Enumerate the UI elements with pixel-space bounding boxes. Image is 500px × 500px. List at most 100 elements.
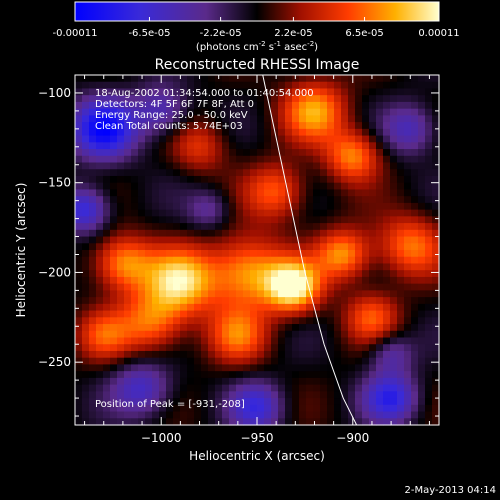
heatmap-cell <box>383 175 391 184</box>
heatmap-cell <box>236 391 244 399</box>
heatmap-cell <box>117 175 125 184</box>
heatmap-cell <box>215 371 223 379</box>
heatmap-cell <box>264 122 272 130</box>
heatmap-cell <box>166 411 174 419</box>
heatmap-cell <box>89 297 97 305</box>
heatmap-cell <box>131 250 139 258</box>
heatmap-cell <box>236 411 244 419</box>
heatmap-cell <box>348 142 356 150</box>
heatmap-cell <box>96 317 104 325</box>
heatmap-cell <box>320 404 328 413</box>
heatmap-cell <box>159 229 167 238</box>
heatmap-cell <box>89 196 97 204</box>
heatmap-cell <box>124 350 132 359</box>
heatmap-cell <box>201 229 209 238</box>
heatmap-cell <box>355 175 363 184</box>
heatmap-cell <box>110 357 118 366</box>
heatmap-cell <box>299 317 307 325</box>
heatmap-cell <box>208 115 216 123</box>
heatmap-cell <box>215 270 223 278</box>
heatmap-cell <box>243 411 251 419</box>
heatmap-cell <box>383 290 391 298</box>
heatmap-cell <box>257 142 265 150</box>
heatmap-cell <box>124 162 132 170</box>
heatmap-cell <box>124 364 132 372</box>
heatmap-cell <box>362 236 370 244</box>
heatmap-cell <box>404 216 412 224</box>
heatmap-cell <box>362 81 370 90</box>
heatmap-cell <box>201 317 209 325</box>
heatmap-cell <box>103 303 111 312</box>
heatmap-cell <box>411 391 419 399</box>
heatmap-cell <box>89 250 97 258</box>
heatmap-cell <box>152 88 160 96</box>
heatmap-cell <box>103 236 111 244</box>
heatmap-cell <box>320 418 328 426</box>
heatmap-cell <box>271 297 279 305</box>
heatmap-cell <box>229 202 237 211</box>
heatmap-cell <box>418 122 426 130</box>
heatmap-cell <box>173 196 181 204</box>
heatmap-cell <box>222 391 230 399</box>
heatmap-cell <box>194 95 202 103</box>
heatmap-cell <box>180 162 188 170</box>
heatmap-cell <box>383 364 391 372</box>
heatmap-cell <box>124 229 132 238</box>
heatmap-cell <box>124 122 132 130</box>
heatmap-cell <box>229 75 237 83</box>
heatmap-cell <box>229 122 237 130</box>
heatmap-cell <box>208 169 216 177</box>
heatmap-cell <box>313 398 321 406</box>
heatmap-cell <box>285 357 293 366</box>
heatmap-cell <box>117 128 125 137</box>
heatmap-cell <box>355 290 363 298</box>
x-tick-label: −900 <box>336 431 369 445</box>
heatmap-cell <box>124 377 132 386</box>
heatmap-cell <box>334 122 342 130</box>
heatmap-cell <box>376 162 384 170</box>
heatmap-cell <box>257 303 265 312</box>
heatmap-cell <box>229 250 237 258</box>
heatmap-cell <box>145 162 153 170</box>
heatmap-cell <box>201 223 209 231</box>
heatmap-cell <box>166 115 174 123</box>
heatmap-cell <box>390 256 398 265</box>
heatmap-cell <box>397 209 405 217</box>
heatmap-cell <box>418 75 426 83</box>
heatmap-cell <box>215 357 223 366</box>
heatmap-cell <box>432 169 440 177</box>
heatmap-cell <box>103 128 111 137</box>
heatmap-cell <box>264 223 272 231</box>
heatmap-cell <box>229 344 237 352</box>
heatmap-cell <box>222 229 230 238</box>
heatmap-cell <box>320 357 328 366</box>
heatmap-cell <box>145 115 153 123</box>
heatmap-cell <box>411 209 419 217</box>
heatmap-cell <box>292 128 300 137</box>
heatmap-cell <box>89 404 97 413</box>
heatmap-cell <box>425 398 433 406</box>
heatmap-cell <box>292 303 300 312</box>
heatmap-cell <box>180 101 188 110</box>
colorbar-tick-label: 6.5e-05 <box>345 28 383 39</box>
heatmap-cell <box>257 276 265 285</box>
heatmap-cell <box>82 108 90 116</box>
heatmap-cell <box>229 155 237 164</box>
heatmap-cell <box>131 142 139 150</box>
heatmap-cell <box>138 290 146 298</box>
heatmap-cell <box>159 175 167 184</box>
heatmap-cell <box>215 324 223 332</box>
heatmap-cell <box>285 324 293 332</box>
heatmap-cell <box>208 384 216 392</box>
heatmap-cell <box>334 398 342 406</box>
heatmap-cell <box>201 344 209 352</box>
heatmap-cell <box>243 149 251 157</box>
heatmap-cell <box>411 122 419 130</box>
heatmap-cell <box>362 324 370 332</box>
heatmap-cell <box>271 101 279 110</box>
heatmap-cell <box>75 411 83 419</box>
heatmap-cell <box>110 404 118 413</box>
heatmap-cell <box>334 243 342 251</box>
heatmap-cell <box>145 128 153 137</box>
heatmap-cell <box>117 290 125 298</box>
